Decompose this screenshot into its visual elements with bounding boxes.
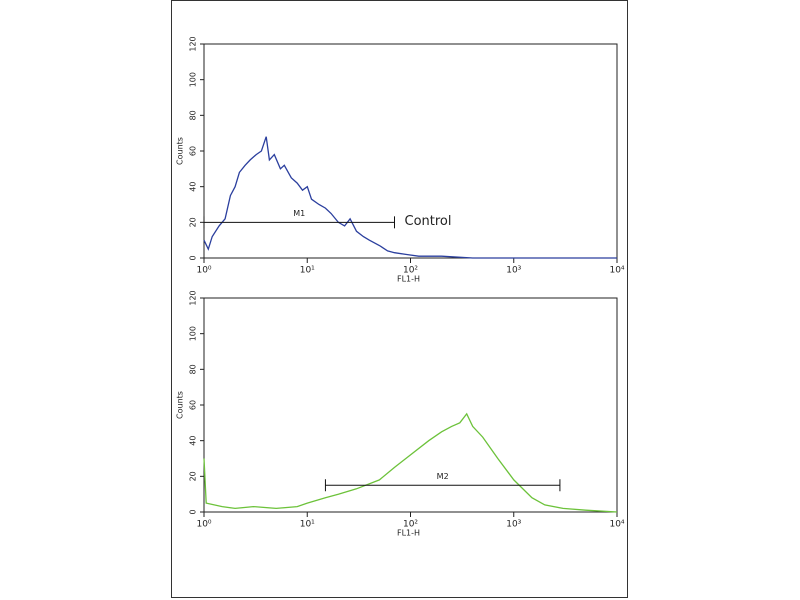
marker-label: M1 xyxy=(293,209,305,218)
y-tick-label: 0 xyxy=(189,509,198,514)
x-tick-label: 10² xyxy=(403,520,418,530)
y-tick-label: 60 xyxy=(189,146,198,156)
x-tick-label: 10² xyxy=(403,266,418,276)
annotation: Control xyxy=(405,214,452,229)
y-tick-label: 40 xyxy=(189,182,198,192)
x-tick-label: 10¹ xyxy=(300,520,315,530)
y-tick-label: 60 xyxy=(189,400,198,410)
y-tick-label: 80 xyxy=(189,110,198,120)
histogram-line xyxy=(203,412,618,513)
histogram-line xyxy=(203,136,617,259)
y-axis-label: Counts xyxy=(176,137,185,165)
y-tick-label: 80 xyxy=(189,364,198,374)
x-tick-label: 10⁴ xyxy=(609,520,624,530)
x-tick-label: 10³ xyxy=(506,520,521,530)
y-tick-label: 40 xyxy=(189,436,198,446)
y-tick-label: 100 xyxy=(189,326,198,341)
x-axis-label: FL1-H xyxy=(397,529,420,538)
y-axis-label: Counts xyxy=(176,391,185,419)
x-tick-label: 10⁴ xyxy=(609,266,624,276)
y-tick-label: 120 xyxy=(189,36,198,51)
y-tick-label: 20 xyxy=(189,471,198,481)
y-tick-label: 120 xyxy=(189,290,198,305)
x-tick-label: 10⁰ xyxy=(196,520,211,530)
y-tick-label: 20 xyxy=(189,217,198,227)
y-tick-label: 0 xyxy=(189,255,198,260)
x-axis-label: FL1-H xyxy=(397,275,420,284)
x-tick-label: 10¹ xyxy=(300,266,315,276)
x-tick-label: 10³ xyxy=(506,266,521,276)
y-tick-label: 100 xyxy=(189,72,198,87)
x-tick-label: 10⁰ xyxy=(196,266,211,276)
frame xyxy=(171,0,628,598)
marker-label: M2 xyxy=(437,472,449,481)
